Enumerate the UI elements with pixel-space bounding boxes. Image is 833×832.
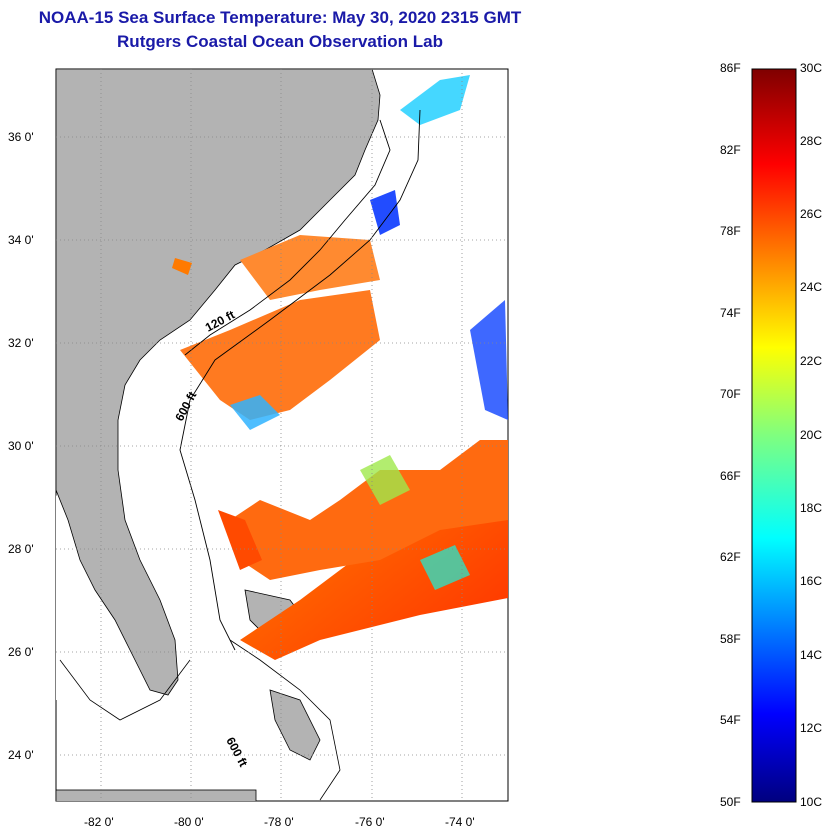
colorbar-f-label: 54F [720,713,741,727]
lat-axis: 24 0' 26 0' 28 0' 30 0' 32 0' 34 0' 36 0… [8,130,34,762]
lat-tick-label: 32 0' [8,336,34,350]
colorbar-c-label: 24C [800,280,823,294]
colorbar-f-label: 86F [720,61,741,75]
colorbar-f-label: 50F [720,795,741,809]
lon-tick-label: -78 0' [264,815,294,829]
us-landmass [56,69,381,696]
colorbar-c-label: 26C [800,207,823,221]
lat-tick-label: 34 0' [8,233,34,247]
colorbar-f-label: 82F [720,143,741,157]
colorbar-f-label: 66F [720,469,741,483]
colorbar-f-label: 62F [720,550,741,564]
colorbar [751,68,797,803]
lat-tick-label: 30 0' [8,439,34,453]
contour-120ft [184,119,391,356]
colorbar-c-label: 28C [800,134,823,148]
colorbar-c-label: 16C [800,574,823,588]
lon-tick-label: -74 0' [445,815,475,829]
colorbar-f-label: 58F [720,632,741,646]
colorbar-c-label: 10C [800,795,823,809]
lon-axis: -82 0' -80 0' -78 0' -76 0' -74 0' [84,815,475,829]
colorbar-c-label: 14C [800,648,823,662]
lon-tick-label: -76 0' [355,815,385,829]
colorbar-c-label: 22C [800,354,823,368]
map-title: NOAA-15 Sea Surface Temperature: May 30,… [38,8,522,27]
colorbar-c-label: 20C [800,428,823,442]
sst-data [172,75,508,660]
colorbar-c-label: 18C [800,501,823,515]
lat-tick-label: 26 0' [8,645,34,659]
colorbar-f-label: 70F [720,387,741,401]
lat-tick-label: 24 0' [8,748,34,762]
lat-tick-label: 28 0' [8,542,34,556]
map-subtitle: Rutgers Coastal Ocean Observation Lab [117,32,443,51]
colorbar-f-label: 74F [720,306,741,320]
contour-600ft [179,109,421,651]
colorbar-c-label: 30C [800,61,823,75]
lon-tick-label: -80 0' [174,815,204,829]
colorbar-f-label: 78F [720,224,741,238]
lon-tick-label: -82 0' [84,815,114,829]
lat-tick-label: 36 0' [8,130,34,144]
map-grid [56,69,508,801]
colorbar-c-label: 12C [800,721,823,735]
bahamas-island [269,689,321,761]
cuba-land [56,789,257,801]
